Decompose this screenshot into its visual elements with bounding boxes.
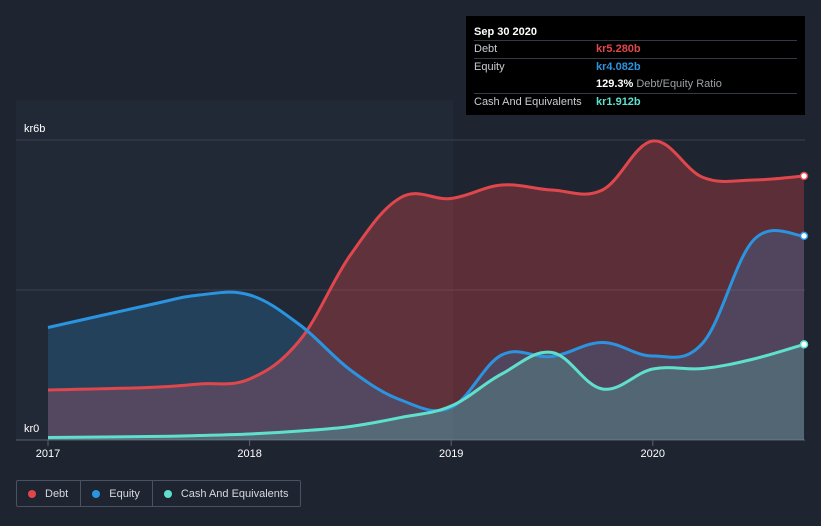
- axes: kr6b kr0 2017 2018 2019 2020: [24, 123, 665, 460]
- tooltip-value: 129.3%: [596, 78, 634, 90]
- tooltip-row-cash: Cash And Equivalents kr1.912b: [474, 93, 797, 111]
- x-tick-label: 2020: [641, 448, 665, 460]
- cash-and-equivalents-line: [47, 342, 805, 439]
- tooltip-value: kr5.280b: [596, 43, 641, 55]
- tooltip-label: Equity: [474, 61, 505, 73]
- legend-dot-icon: [92, 489, 101, 498]
- debt-line: [47, 139, 805, 392]
- tooltip-label: Cash And Equivalents: [474, 96, 582, 108]
- equity-end-point: [799, 231, 809, 241]
- y-tick-label-bottom: kr0: [24, 423, 39, 435]
- tooltip-row-ratio: 129.3% Debt/Equity Ratio: [474, 76, 797, 93]
- x-tick-label: 2017: [36, 448, 60, 460]
- debt-area: [48, 140, 804, 440]
- tooltip-panel: Sep 30 2020 Debt kr5.280b Equity kr4.082…: [466, 16, 805, 115]
- grid-lines: [16, 139, 805, 441]
- legend-label: Equity: [109, 487, 140, 500]
- series-lines: [47, 139, 805, 439]
- legend-item-cash[interactable]: Cash And Equivalents: [153, 481, 301, 506]
- x-tick-label: 2019: [439, 448, 463, 460]
- tooltip-ratio-label: Debt/Equity Ratio: [636, 78, 722, 90]
- legend: Debt Equity Cash And Equivalents: [16, 480, 302, 507]
- cash-and-equivalents-area: [48, 344, 804, 440]
- tooltip-row-equity: Equity kr4.082b: [474, 58, 797, 76]
- legend-label: Debt: [45, 487, 69, 500]
- y-tick-label-top: kr6b: [24, 123, 45, 135]
- tooltip-value: kr4.082b: [596, 61, 641, 73]
- tooltip-date: Sep 30 2020: [474, 26, 537, 38]
- tooltip-label: [474, 76, 596, 93]
- series-end-points: [799, 171, 809, 349]
- debt-end-point: [799, 171, 809, 181]
- legend-item-equity[interactable]: Equity: [81, 481, 153, 506]
- legend-dot-icon: [163, 489, 172, 498]
- legend-label: Cash And Equivalents: [180, 487, 289, 500]
- tooltip-row-debt: Debt kr5.280b: [474, 40, 797, 58]
- x-tick-label: 2018: [237, 448, 261, 460]
- tooltip-label: Debt: [474, 43, 498, 55]
- legend-dot-icon: [28, 489, 36, 498]
- legend-item-debt[interactable]: Debt: [17, 481, 82, 506]
- cash-and-equivalents-end-point: [799, 340, 809, 349]
- tooltip-value: kr1.912b: [596, 96, 641, 108]
